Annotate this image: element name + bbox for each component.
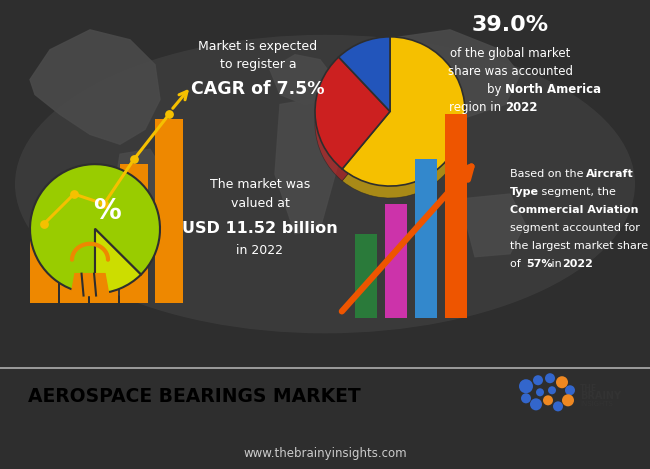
Text: of the global market: of the global market <box>450 47 570 60</box>
Polygon shape <box>30 30 160 144</box>
Text: AEROSPACE BEARINGS MARKET: AEROSPACE BEARINGS MARKET <box>28 387 361 406</box>
Text: North America: North America <box>505 83 601 96</box>
Text: in: in <box>548 259 566 269</box>
Text: region in: region in <box>449 101 505 114</box>
Text: 57%: 57% <box>526 259 552 269</box>
Circle shape <box>556 376 568 388</box>
Wedge shape <box>95 229 141 294</box>
Text: valued at: valued at <box>231 197 289 211</box>
Circle shape <box>533 375 543 385</box>
Point <box>99 200 109 208</box>
Text: CAGR of 7.5%: CAGR of 7.5% <box>191 80 325 98</box>
Circle shape <box>536 388 544 396</box>
Text: www.thebrainyinsights.com: www.thebrainyinsights.com <box>243 446 407 460</box>
Circle shape <box>530 398 542 410</box>
Text: Commercial Aviation: Commercial Aviation <box>510 205 638 215</box>
Point <box>69 190 79 198</box>
Text: 39.0%: 39.0% <box>471 15 549 35</box>
Wedge shape <box>339 49 390 123</box>
Text: %: % <box>93 197 121 225</box>
Circle shape <box>553 401 563 411</box>
Text: of: of <box>510 259 525 269</box>
Wedge shape <box>342 37 465 186</box>
Text: Aircraft: Aircraft <box>586 169 634 179</box>
Text: segment, the: segment, the <box>538 187 616 197</box>
Wedge shape <box>30 164 160 294</box>
Circle shape <box>519 379 533 393</box>
Polygon shape <box>71 273 109 295</box>
Text: to register a: to register a <box>220 58 296 71</box>
Bar <box>90 209 118 303</box>
Text: share was accounted: share was accounted <box>447 65 573 78</box>
Point <box>39 220 49 227</box>
Bar <box>60 199 88 303</box>
Text: Type: Type <box>510 187 539 197</box>
Bar <box>385 204 407 318</box>
Wedge shape <box>339 37 390 112</box>
Bar <box>415 159 437 318</box>
Polygon shape <box>460 194 525 257</box>
Text: 2022: 2022 <box>562 259 593 269</box>
Text: INSIGHTS: INSIGHTS <box>580 401 613 408</box>
Text: USD 11.52 billion: USD 11.52 billion <box>182 221 338 236</box>
Bar <box>155 120 183 303</box>
Polygon shape <box>270 55 335 105</box>
Text: in 2022: in 2022 <box>237 244 283 257</box>
Bar <box>355 234 377 318</box>
Circle shape <box>521 393 531 403</box>
Point <box>129 155 139 163</box>
Circle shape <box>565 385 575 395</box>
Circle shape <box>545 373 555 383</box>
Bar <box>120 164 148 303</box>
Polygon shape <box>275 99 340 234</box>
Text: The market was: The market was <box>210 178 310 190</box>
Bar <box>445 114 467 318</box>
Circle shape <box>548 386 556 394</box>
Text: the largest market share: the largest market share <box>510 241 648 251</box>
Point <box>164 111 174 118</box>
Text: 2022: 2022 <box>505 101 538 114</box>
Text: BRAINY: BRAINY <box>580 391 621 401</box>
Ellipse shape <box>15 35 635 333</box>
Polygon shape <box>110 149 165 264</box>
Text: THE: THE <box>580 384 597 393</box>
Circle shape <box>562 394 574 406</box>
Wedge shape <box>315 57 390 169</box>
Text: segment accounted for: segment accounted for <box>510 223 640 233</box>
Wedge shape <box>342 49 465 198</box>
Text: by: by <box>487 83 505 96</box>
Text: Market is expected: Market is expected <box>198 40 318 53</box>
Text: Based on the: Based on the <box>510 169 587 179</box>
Circle shape <box>543 395 553 405</box>
Wedge shape <box>315 69 390 181</box>
Bar <box>30 229 58 303</box>
Polygon shape <box>335 30 520 120</box>
